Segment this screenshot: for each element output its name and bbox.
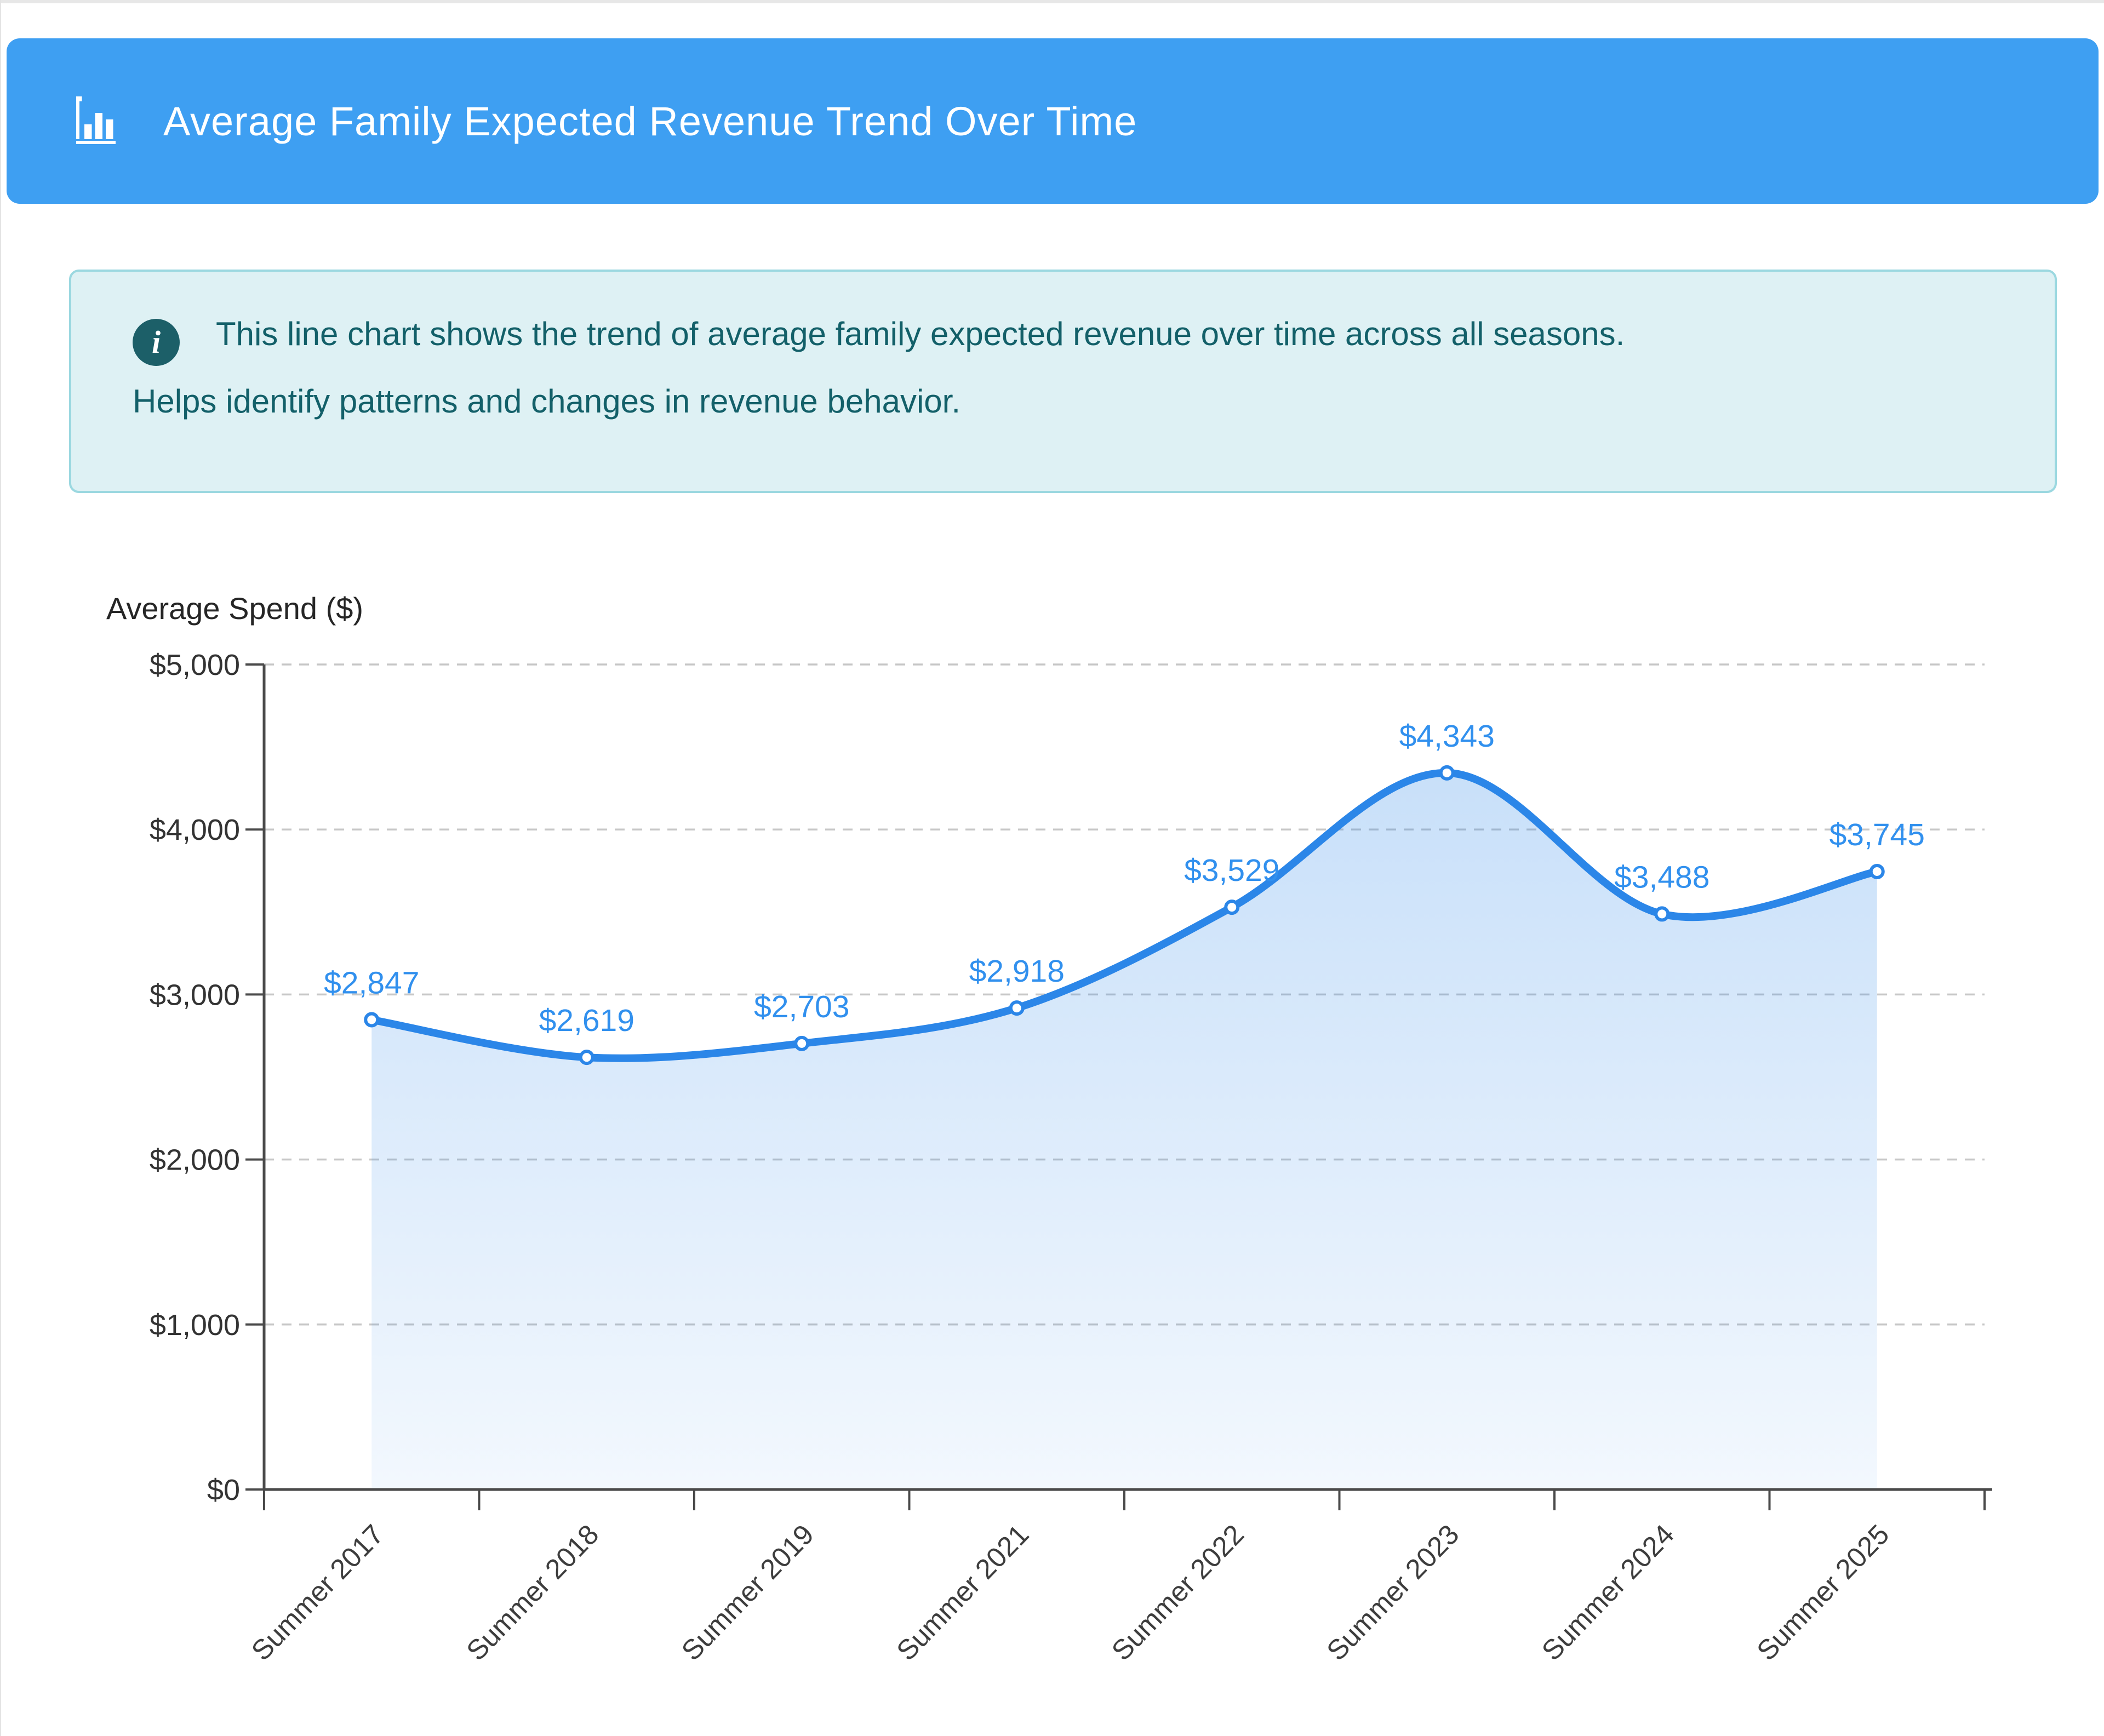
y-axis-title: Average Spend ($): [106, 591, 364, 626]
info-icon: i: [133, 319, 180, 366]
data-point-label: $2,703: [754, 989, 849, 1024]
data-point-label: $3,529: [1184, 853, 1279, 888]
data-point-label: $2,847: [324, 965, 419, 1000]
data-point-label: $4,343: [1399, 719, 1495, 754]
page-top-divider: [1, 0, 2104, 3]
data-point-label: $3,488: [1614, 860, 1710, 895]
data-point-label: $2,918: [969, 954, 1065, 989]
series-area: [371, 772, 1877, 1489]
series-line: [368, 769, 1881, 1062]
x-axis-label: Summer 2021: [890, 1519, 1035, 1666]
y-tick-label: $0: [207, 1474, 240, 1506]
data-point-marker: [579, 1050, 594, 1065]
bar-chart-icon-svg: [76, 96, 116, 144]
data-point-marker: [1869, 864, 1885, 880]
y-tick-label: $1,000: [150, 1309, 240, 1342]
data-point-label: $2,619: [539, 1003, 634, 1038]
y-tick-label: $3,000: [150, 978, 240, 1011]
data-point-marker: [794, 1035, 810, 1051]
data-point-marker: [1654, 906, 1670, 922]
x-axis-label: Summer 2017: [245, 1519, 390, 1666]
info-icon-glyph: i: [151, 324, 161, 360]
data-point-marker: [1009, 1000, 1025, 1016]
y-tick-label: $4,000: [150, 813, 240, 846]
y-tick-label: $2,000: [150, 1144, 240, 1177]
data-point-marker: [1224, 899, 1240, 915]
data-point-marker: [1439, 765, 1455, 781]
chart-header: Average Family Expected Revenue Trend Ov…: [7, 38, 2099, 204]
data-point-label: $3,745: [1829, 817, 1925, 852]
x-axis-label: Summer 2024: [1536, 1519, 1680, 1666]
x-axis-label: Summer 2022: [1106, 1519, 1250, 1666]
bar-chart-icon: [71, 95, 124, 147]
x-axis-label: Summer 2025: [1751, 1519, 1895, 1666]
x-axis-label: Summer 2019: [676, 1519, 820, 1666]
x-axis-label: Summer 2018: [460, 1519, 605, 1666]
page-title: Average Family Expected Revenue Trend Ov…: [163, 98, 1137, 144]
info-banner-text: i This line chart shows the trend of aver…: [133, 300, 1994, 435]
data-point-marker: [364, 1012, 380, 1028]
info-banner: i This line chart shows the trend of aver…: [69, 270, 2057, 493]
y-tick-label: $5,000: [150, 649, 240, 681]
x-axis-label: Summer 2023: [1320, 1519, 1465, 1666]
info-line-1: This line chart shows the trend of avera…: [216, 316, 1625, 352]
info-line-2: Helps identify patterns and changes in r…: [133, 383, 960, 420]
